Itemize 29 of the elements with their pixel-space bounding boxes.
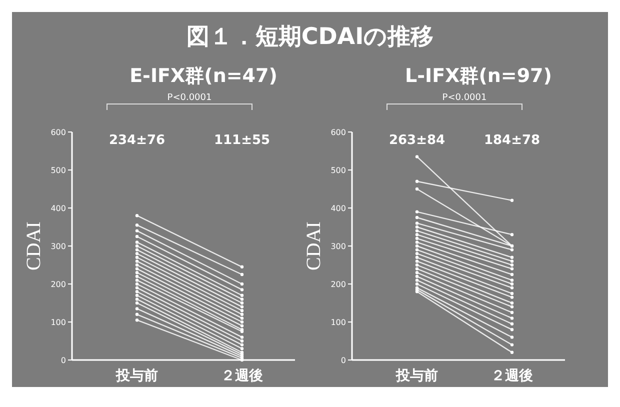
y-tick-label: 100 [330,318,346,327]
y-tick-label: 300 [50,242,66,251]
x-tick-label: ２週後 [221,368,263,384]
y-tick-label: 500 [330,166,346,175]
x-tick-label: ２週後 [491,368,533,384]
y-tick-label: 600 [50,128,66,137]
chart-subtitle: P<0.0001 [442,93,487,103]
caption: 図１．短期CDAIの推移 [186,24,434,50]
y-axis-title: CDAI [23,222,45,270]
y-tick-label: 100 [50,318,66,327]
y-tick-label: 300 [330,242,346,251]
y-tick-label: 200 [330,280,346,289]
x-tick-label: 投与前 [395,368,438,384]
annotation: 263±84 [388,133,446,148]
y-tick-label: 600 [330,128,346,137]
y-tick-label: 200 [50,280,66,289]
annotation: 111±55 [214,133,270,148]
annotation: 234±76 [108,133,166,148]
x-tick-label: 投与前 [115,368,158,384]
y-tick-label: 0 [340,356,346,365]
y-tick-label: 400 [50,204,66,213]
y-tick-label: 400 [330,204,346,213]
chart-subtitle: P<0.0001 [167,93,212,103]
y-tick-label: 0 [60,356,66,365]
annotation: 184±78 [484,133,540,148]
chart-title: E-IFX群(n=47) [130,65,278,87]
chart-title: L-IFX群(n=97) [405,65,552,87]
y-tick-label: 500 [50,166,66,175]
y-axis-title: CDAI [303,222,325,270]
